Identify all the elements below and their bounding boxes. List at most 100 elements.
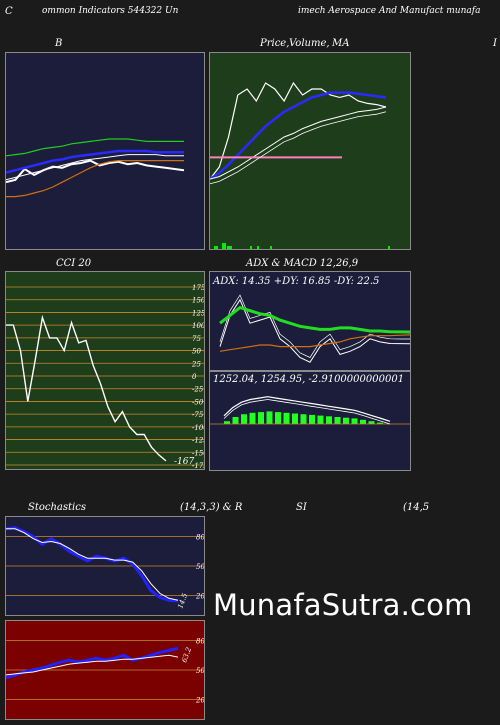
adx-plus-dy <box>219 298 410 363</box>
volume-bar <box>224 243 226 249</box>
macd-signal-line <box>223 399 391 425</box>
stoch-d-line <box>6 528 179 601</box>
stoch-tick-label: 80 <box>196 534 204 542</box>
price-title-b: Volume, <box>289 38 330 49</box>
adx-line <box>219 305 410 334</box>
cci-chart: 175 150 125 100 75 50 25 0 -25 -50 -75 -100 -125 -150… <box>6 284 204 469</box>
macd-histogram-bar <box>283 412 290 424</box>
rsi-tick-label: 50 <box>196 667 204 675</box>
rsi-chart: 80 50 20 63.2 <box>6 638 204 704</box>
macd-line <box>223 396 391 422</box>
price-chart <box>210 81 390 249</box>
macd-panel: 1252.04, 1254.95, -2.9100000000001 <box>209 371 411 471</box>
header-title-mid: imech Aerospace And Manufact munafa <box>298 6 481 16</box>
rsi-line <box>6 646 179 680</box>
macd-histogram-bar <box>300 414 307 424</box>
macd-histogram-bar <box>241 414 247 424</box>
macd-readout: 1252.04, 1254.95, -2.9100000000001 <box>213 374 405 385</box>
adx-panel: ADX: 14.35 +DY: 16.85 -DY: 22.5 <box>209 271 411 371</box>
macd-histogram-bar <box>292 413 298 424</box>
macd-histogram-bar <box>334 417 341 424</box>
cci-line <box>6 314 167 462</box>
adx-minus-dy <box>219 334 410 352</box>
bollinger-title: B <box>55 38 63 49</box>
rsi-ma-line <box>6 654 179 676</box>
cci-tick-label: 175 <box>192 284 204 292</box>
cci-last-value: -167 <box>174 457 194 467</box>
cci-tick-label: -150 <box>192 449 204 457</box>
volume-bar <box>388 246 390 249</box>
adx-chart <box>219 294 410 363</box>
cci-tick-label: -175 <box>192 462 204 469</box>
stoch-tick-label: 20 <box>195 592 204 600</box>
stoch-chart: 80 50 20 14.5 <box>6 526 204 610</box>
macd-histogram-bar <box>368 421 375 424</box>
price-ma-long-2 <box>210 111 387 185</box>
macd-histogram-bar <box>309 414 315 424</box>
bollinger-panel <box>5 52 205 250</box>
rsi-label-right: (14,5 <box>403 502 430 513</box>
macd-histogram-bar <box>224 421 230 424</box>
price-title-c: MA <box>332 38 350 49</box>
price-ma-long <box>210 106 387 180</box>
stoch-k-line <box>6 526 179 603</box>
macd-histogram-bar <box>266 411 273 424</box>
cci-tick-label: -75 <box>192 411 204 419</box>
bollinger-lower-band <box>6 159 184 198</box>
macd-histogram-bar <box>249 412 256 424</box>
header-title-left: ommon Indicators 544322 Un <box>42 6 179 16</box>
price-ma-short <box>210 91 387 181</box>
cci-tick-label: -50 <box>192 398 204 406</box>
volume-bar <box>216 246 218 249</box>
volume-bar <box>222 243 224 249</box>
cci-panel: 175 150 125 100 75 50 25 0 -25 -50 -75 -100 -125 -150… <box>5 271 205 470</box>
bollinger-upper-band <box>6 138 184 157</box>
cci-tick-label: 75 <box>192 335 201 343</box>
adx-plus-dy-2 <box>219 294 410 358</box>
rsi-panel: 80 50 20 63.2 <box>5 620 205 720</box>
bollinger-middle-band <box>6 149 184 174</box>
cci-tick-label: 125 <box>192 309 204 317</box>
macd-histogram-bar <box>343 417 349 424</box>
macd-histogram-bar <box>275 412 281 424</box>
stoch-panel: 80 50 20 14.5 <box>5 516 205 616</box>
cci-tick-label: 0 <box>192 373 197 381</box>
rsi-tick-label: 80 <box>196 638 204 646</box>
stoch-label-left: Stochastics <box>28 502 86 513</box>
stoch-last-value: 14.5 <box>176 592 189 610</box>
rsi-last-value: 63.2 <box>180 646 193 664</box>
bollinger-lower-line <box>6 154 184 181</box>
stoch-tick-label: 50 <box>196 563 204 571</box>
price-line <box>210 81 387 180</box>
cci-tick-label: 50 <box>192 348 201 356</box>
cci-tick-label: 150 <box>192 297 204 305</box>
cci-tick-label: -25 <box>192 386 204 394</box>
cci-tick-label: 100 <box>192 322 204 330</box>
macd-histogram-bar <box>232 417 239 424</box>
volume-bar <box>230 246 232 249</box>
bollinger-chart <box>6 138 185 198</box>
cci-tick-label: -125 <box>192 437 204 445</box>
adx-readout: ADX: 14.35 +DY: 16.85 -DY: 22.5 <box>213 276 380 287</box>
macd-histogram-bar <box>360 419 366 424</box>
bollinger-price-line <box>6 159 185 184</box>
cci-title: CCI 20 <box>56 258 92 269</box>
cci-tick-label: 25 <box>191 360 201 368</box>
cci-tick-label: -100 <box>192 424 204 432</box>
header-right-edge: I <box>493 38 497 49</box>
rsi-tick-label: 20 <box>195 696 204 704</box>
price-title-a: Price, <box>260 38 290 49</box>
header-left-edge: C <box>5 6 13 17</box>
macd-histogram-bar <box>317 415 324 424</box>
volume-bar <box>257 246 259 249</box>
stoch-label-right: (14,3,3) & R <box>180 502 243 513</box>
macd-histogram-bar <box>351 418 358 424</box>
watermark: MunafaSutra.com <box>213 588 473 622</box>
volume-bar <box>270 246 272 249</box>
macd-histogram-bar <box>258 412 264 424</box>
macd-histogram-bar <box>326 416 332 424</box>
adx-macd-title: ADX & MACD 12,26,9 <box>246 258 359 269</box>
price-panel <box>209 52 411 250</box>
macd-histogram-bar <box>377 422 383 424</box>
rsi-label: SI <box>296 502 307 513</box>
